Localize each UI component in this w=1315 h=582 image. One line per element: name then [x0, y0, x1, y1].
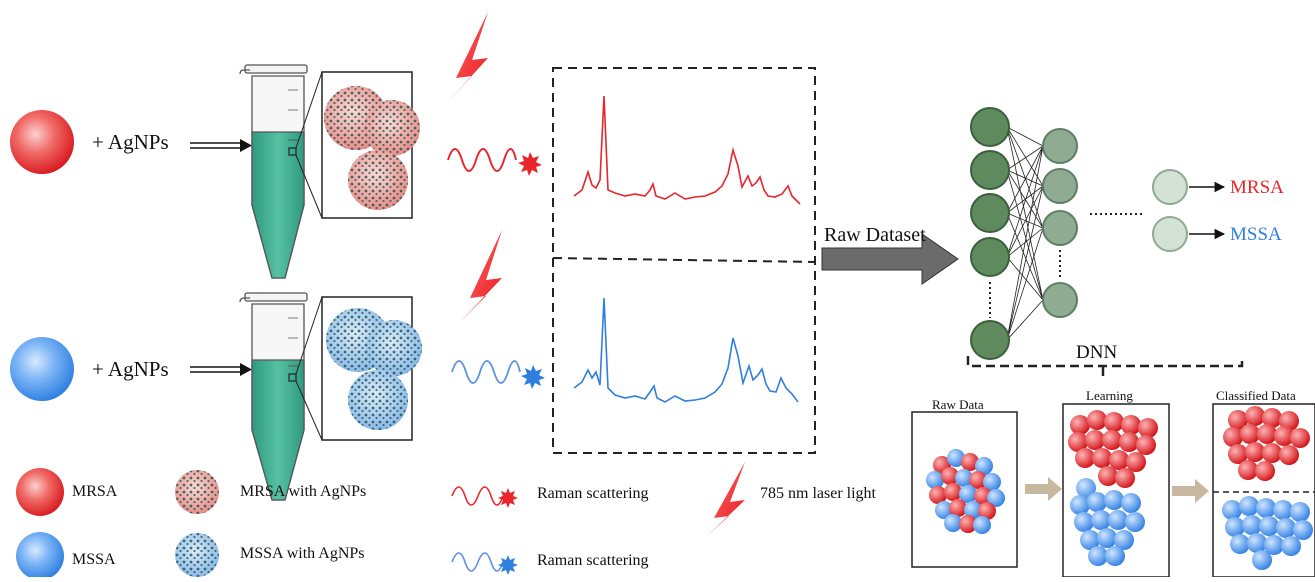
raman-wave-red-icon [447, 148, 542, 176]
raw-dataset-label: Raw Dataset [824, 224, 926, 246]
step-arrow-icon [1025, 477, 1062, 501]
legend-mrsa-icon [16, 468, 64, 516]
raw-data-panel [911, 411, 1018, 568]
mrsa-raman-spectrum [573, 95, 801, 205]
laser-bolt-icon [446, 12, 488, 104]
mssa-raman-spectrum [573, 297, 799, 403]
legend-label-raman-red: Raman scattering [537, 485, 649, 502]
legend-laser-icon [705, 462, 745, 538]
learning-panel [1062, 403, 1170, 578]
output-label-mrsa: MRSA [1230, 177, 1284, 198]
panel-title-learning: Learning [1086, 388, 1133, 403]
legend-mrsa-agnps-icon [175, 470, 219, 514]
blue-cluster [1070, 478, 1145, 566]
reagent-label: + AgNPs [92, 130, 169, 154]
mssa-bacterium-icon [10, 337, 74, 401]
legend-raman-red-icon [451, 486, 518, 508]
panel-title-classified-data: Classified Data [1216, 388, 1296, 403]
legend-raman-blue-icon [451, 552, 518, 575]
output-label-mssa: MSSA [1230, 224, 1282, 245]
red-cluster [1223, 406, 1310, 481]
legend-label-mssa-agnps: MSSA with AgNPs [240, 545, 365, 562]
dnn-diagram [966, 107, 1244, 376]
dnn-label: DNN [1076, 342, 1118, 363]
double-arrow-icon [190, 139, 252, 152]
mrsa-agnps-inset [321, 71, 420, 219]
raw-dataset-arrow [821, 233, 959, 285]
double-arrow-icon [190, 363, 252, 376]
laser-bolt-icon [460, 230, 502, 322]
legend-label-mssa: MSSA [72, 551, 116, 568]
legend-label-mrsa: MRSA [72, 483, 118, 500]
legend-label-laser: 785 nm laser light [760, 485, 876, 502]
mixed-cluster [926, 449, 1005, 534]
step-arrow-icon [1172, 479, 1209, 503]
panel-title-raw-data: Raw Data [932, 397, 984, 412]
legend-mssa-agnps-icon [175, 533, 219, 577]
reagent-label: + AgNPs [92, 357, 169, 381]
blue-cluster [1222, 496, 1313, 570]
legend-mssa-icon [16, 532, 64, 580]
legend-label-raman-blue: Raman scattering [537, 552, 649, 569]
test-tube-icon [239, 292, 323, 501]
classified-data-panel [1212, 403, 1315, 578]
test-tube-icon [239, 64, 323, 279]
mssa-agnps-inset [321, 296, 422, 441]
mrsa-bacterium-icon [10, 110, 74, 174]
red-cluster [1068, 410, 1158, 488]
spectra-box [552, 67, 816, 454]
raman-wave-blue-icon [451, 360, 545, 389]
legend-label-mrsa-agnps: MRSA with AgNPs [240, 483, 367, 500]
